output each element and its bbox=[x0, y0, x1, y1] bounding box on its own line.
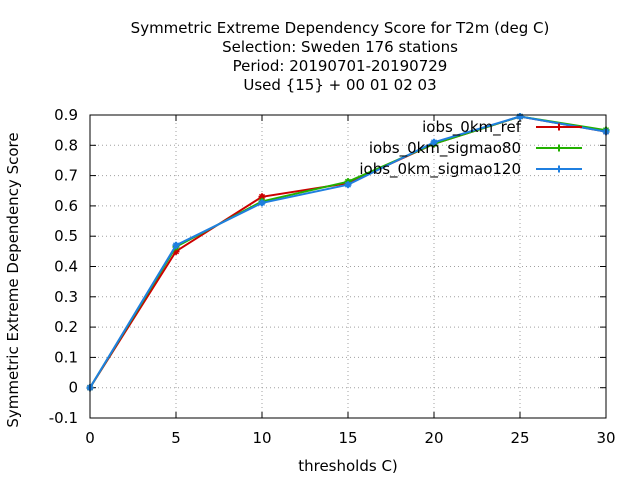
y-tick-label: 0.1 bbox=[54, 348, 78, 366]
x-tick-label: 5 bbox=[171, 429, 181, 447]
legend-label: iobs_0km_ref bbox=[422, 118, 522, 137]
chart-title: Symmetric Extreme Dependency Score for T… bbox=[131, 19, 550, 94]
title-line-1: Symmetric Extreme Dependency Score for T… bbox=[131, 19, 550, 37]
legend-marker bbox=[555, 144, 563, 152]
y-tick-label: 0.4 bbox=[54, 258, 78, 276]
data-point bbox=[172, 241, 180, 249]
title-line-4: Used {15} + 00 01 02 03 bbox=[243, 76, 436, 94]
grid bbox=[90, 115, 606, 418]
y-axis-ticks: -0.1 0 0.1 0.2 0.3 0.4 0.5 0.6 0.7 0.8 0.9 bbox=[49, 106, 606, 427]
x-axis-label: thresholds C) bbox=[298, 457, 398, 475]
title-line-2: Selection: Sweden 176 stations bbox=[222, 38, 458, 56]
y-tick-label: 0.9 bbox=[54, 106, 78, 124]
x-tick-label: 15 bbox=[338, 429, 357, 447]
legend-label: iobs_0km_sigmao80 bbox=[369, 139, 521, 158]
data-point bbox=[430, 138, 438, 146]
x-axis-ticks: 0 5 10 15 20 25 30 bbox=[85, 115, 616, 447]
y-tick-label: 0.6 bbox=[54, 197, 78, 215]
y-axis-label: Symmetric Extreme Dependency Score bbox=[4, 132, 22, 427]
x-tick-label: 30 bbox=[596, 429, 615, 447]
data-point bbox=[344, 181, 352, 189]
y-tick-label: 0.3 bbox=[54, 288, 78, 306]
series bbox=[86, 113, 610, 392]
y-tick-label: 0 bbox=[68, 379, 78, 397]
y-tick-label: 0.7 bbox=[54, 167, 78, 185]
x-tick-label: 10 bbox=[252, 429, 271, 447]
y-tick-label: 0.2 bbox=[54, 318, 78, 336]
data-point bbox=[258, 199, 266, 207]
legend-marker bbox=[555, 123, 563, 131]
y-tick-label: 0.5 bbox=[54, 227, 78, 245]
title-line-3: Period: 20190701-20190729 bbox=[233, 57, 448, 75]
x-tick-label: 0 bbox=[85, 429, 95, 447]
legend-label: iobs_0km_sigmao120 bbox=[359, 160, 521, 179]
x-tick-label: 20 bbox=[424, 429, 443, 447]
legend-marker bbox=[555, 165, 563, 173]
legend: iobs_0km_ref iobs_0km_sigmao80 iobs_0km_si… bbox=[359, 118, 582, 179]
y-tick-label: -0.1 bbox=[49, 409, 78, 427]
y-tick-label: 0.8 bbox=[54, 136, 78, 154]
x-tick-label: 25 bbox=[510, 429, 529, 447]
plot-frame bbox=[89, 114, 607, 419]
